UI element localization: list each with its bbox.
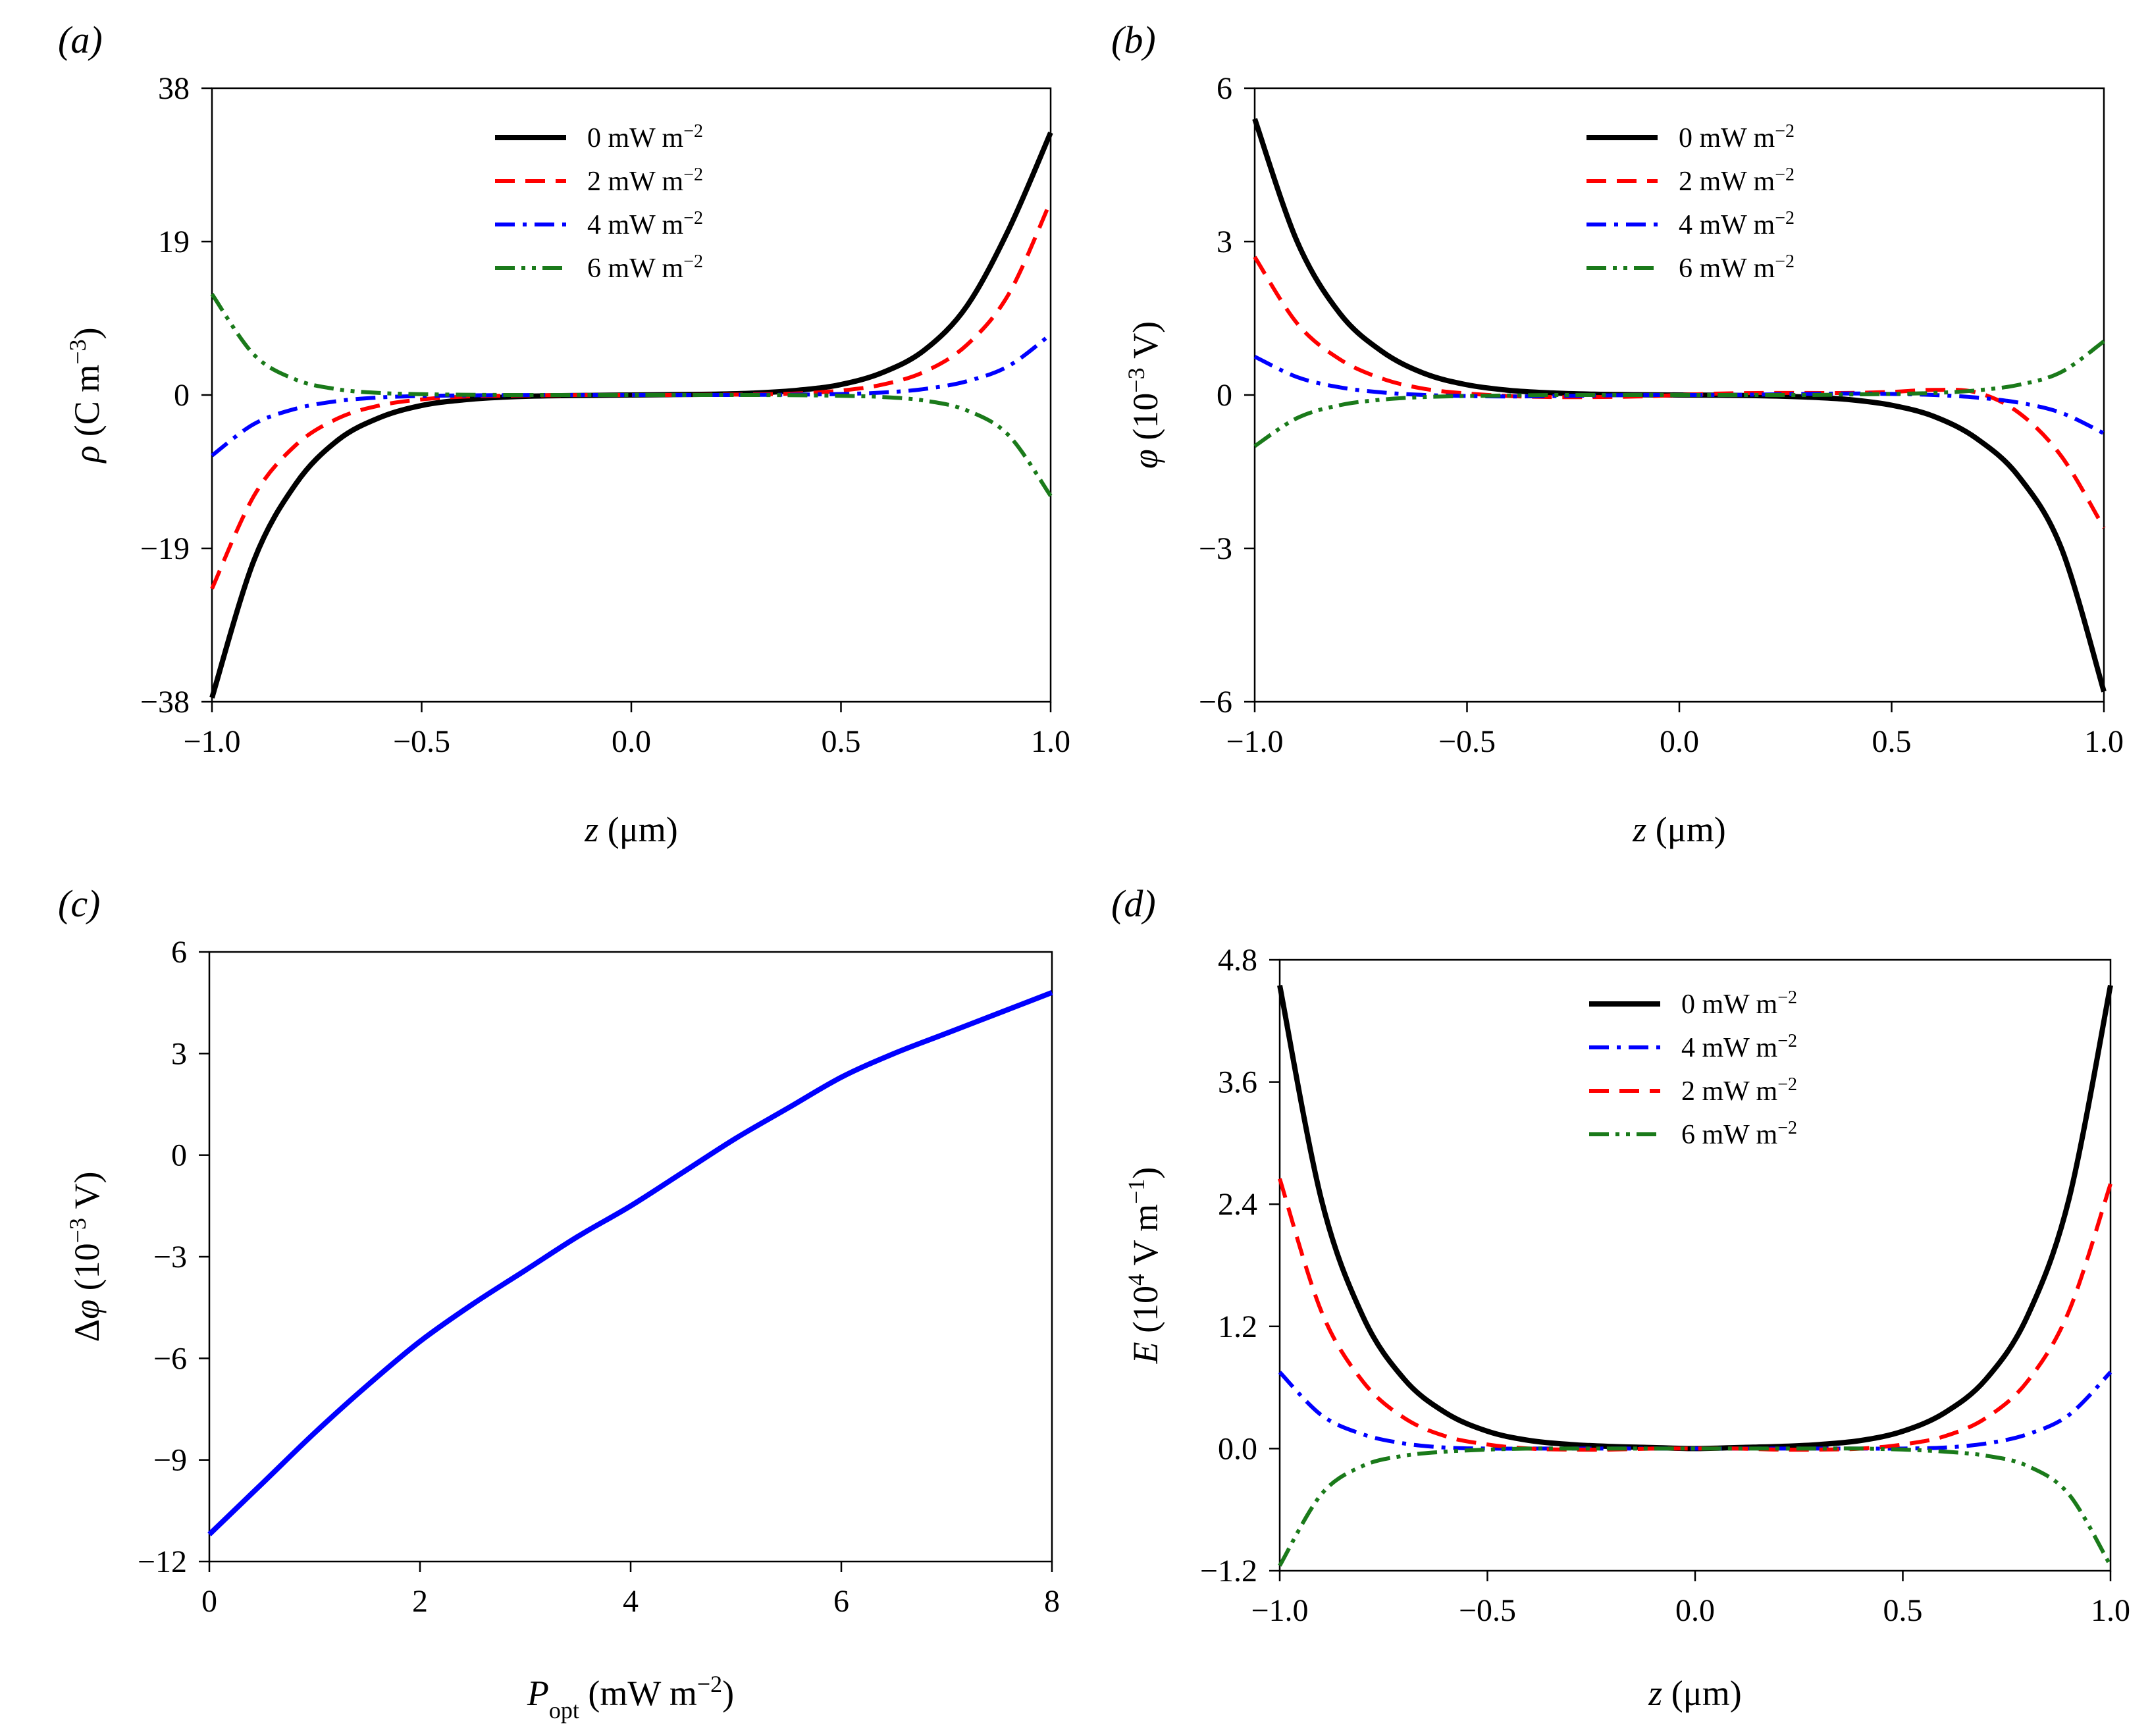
y-axis-title: ρ (C m−3) (65, 327, 107, 463)
legend-label: 0 mW m−2 (1681, 987, 1797, 1020)
legend-label: 4 mW m−2 (1679, 208, 1795, 241)
x-tick-label: 0.0 (612, 724, 651, 759)
y-tick-label: −12 (138, 1544, 187, 1579)
y-tick-label: 2.4 (1218, 1187, 1257, 1222)
legend: 0 mW m−2 2 mW m−2 4 mW m−2 6 mW m−2 (1586, 121, 1795, 284)
y-tick-label: 19 (158, 224, 190, 259)
y-axis-title: E (104 V m−1) (1123, 1167, 1165, 1365)
y-tick-label: 3.6 (1218, 1065, 1257, 1100)
y-tick-label: 0 (174, 378, 190, 413)
x-tick-label: 1.0 (2084, 724, 2124, 759)
y-tick-label: 6 (1217, 71, 1232, 106)
y-tick-label: −3 (1199, 531, 1232, 566)
series-line-2 (1278, 1178, 2112, 1452)
y-tick-label: 0 (171, 1138, 187, 1173)
x-tick-label: 8 (1044, 1584, 1060, 1619)
series-line-1 (1253, 255, 2106, 529)
x-tick-label: 2 (412, 1584, 428, 1619)
y-tick-label: 1.2 (1218, 1309, 1257, 1344)
y-tick-label: 0 (1217, 378, 1232, 413)
panel-3: (d) −1.2 0.0 1.2 2.4 3.6 4.8 −1.0 −0.5 0.0 0.5 1.0 z… (1111, 882, 2130, 1713)
x-axis-title: z (μm) (1648, 1673, 1741, 1713)
y-tick-label: −9 (153, 1443, 187, 1478)
panel-label: (a) (58, 18, 103, 61)
x-tick-label: −1.0 (183, 724, 240, 759)
legend-label: 2 mW m−2 (587, 165, 703, 197)
y-tick-label: −6 (1199, 685, 1232, 720)
y-tick-label: 6 (171, 935, 187, 970)
x-tick-label: 1.0 (2091, 1593, 2130, 1628)
series-line-3 (1278, 1446, 2112, 1567)
y-tick-label: −1.2 (1200, 1554, 1257, 1589)
panel-0: (a) −38 −19 0 19 38 −1.0 −0.5 0.0 0.5 1.0 z (μm) ρ (… (58, 18, 1070, 849)
legend: 0 mW m−2 2 mW m−2 4 mW m−2 6 mW m−2 (495, 121, 703, 284)
legend-label: 6 mW m−2 (1679, 251, 1795, 284)
panel-label: (b) (1111, 18, 1156, 61)
legend: 0 mW m−2 4 mW m−2 2 mW m−2 6 mW m−2 (1589, 987, 1797, 1151)
x-tick-label: 6 (833, 1584, 849, 1619)
series-line-2 (211, 332, 1052, 458)
x-tick-label: 0.0 (1660, 724, 1699, 759)
panel-label: (c) (58, 882, 100, 925)
x-axis-title: z (μm) (584, 810, 677, 849)
x-tick-label: 0.5 (822, 724, 861, 759)
y-tick-label: −19 (140, 531, 190, 566)
y-axis-title: φ (10−3 V) (1123, 321, 1165, 469)
series-line-1 (210, 200, 1053, 590)
y-tick-label: 3 (1217, 224, 1232, 259)
x-tick-label: −0.5 (393, 724, 450, 759)
y-tick-label: 3 (171, 1036, 187, 1071)
x-tick-label: −0.5 (1459, 1593, 1516, 1628)
x-tick-label: 4 (623, 1584, 639, 1619)
y-tick-label: −38 (140, 685, 190, 720)
series-line-0 (1252, 118, 2107, 693)
legend-label: 0 mW m−2 (1679, 121, 1795, 154)
series-line-2 (1253, 355, 2105, 435)
series-line-0 (207, 989, 1053, 1537)
panel-2: (c) −12 −9 −6 −3 0 3 6 0 2 4 6 8 Popt (mW m−2) Δφ (10−… (58, 882, 1060, 1723)
y-tick-label: 4.8 (1218, 943, 1257, 978)
series-line-1 (1278, 1371, 2112, 1451)
legend-label: 4 mW m−2 (587, 208, 703, 241)
x-tick-label: 0.0 (1675, 1593, 1715, 1628)
legend-label: 0 mW m−2 (587, 121, 703, 154)
x-tick-label: 0.5 (1883, 1593, 1923, 1628)
y-tick-label: 38 (158, 71, 190, 106)
legend-label: 4 mW m−2 (1681, 1031, 1797, 1064)
legend-label: 6 mW m−2 (1681, 1118, 1797, 1151)
y-tick-label: −6 (153, 1341, 187, 1376)
x-axis-title: z (μm) (1632, 810, 1725, 849)
x-tick-label: 0.5 (1872, 724, 1912, 759)
x-tick-label: −1.0 (1251, 1593, 1308, 1628)
x-tick-label: 0 (201, 1584, 217, 1619)
x-tick-label: −1.0 (1226, 724, 1283, 759)
y-tick-label: −3 (153, 1240, 187, 1275)
legend-label: 6 mW m−2 (587, 251, 703, 284)
x-tick-label: −0.5 (1438, 724, 1496, 759)
y-axis-title: Δφ (10−3 V) (65, 1172, 107, 1342)
panel-label: (d) (1111, 882, 1156, 925)
x-tick-label: 1.0 (1031, 724, 1070, 759)
series-line-3 (1253, 339, 2105, 448)
x-axis-title: Popt (mW m−2) (527, 1671, 734, 1723)
y-tick-label: 0.0 (1218, 1431, 1257, 1466)
legend-label: 2 mW m−2 (1679, 165, 1795, 197)
series-line-0 (209, 131, 1053, 699)
legend-label: 2 mW m−2 (1681, 1074, 1797, 1107)
panel-1: (b) −6 −3 0 3 6 −1.0 −0.5 0.0 0.5 1.0 z (μm) φ (10−3… (1111, 18, 2124, 849)
